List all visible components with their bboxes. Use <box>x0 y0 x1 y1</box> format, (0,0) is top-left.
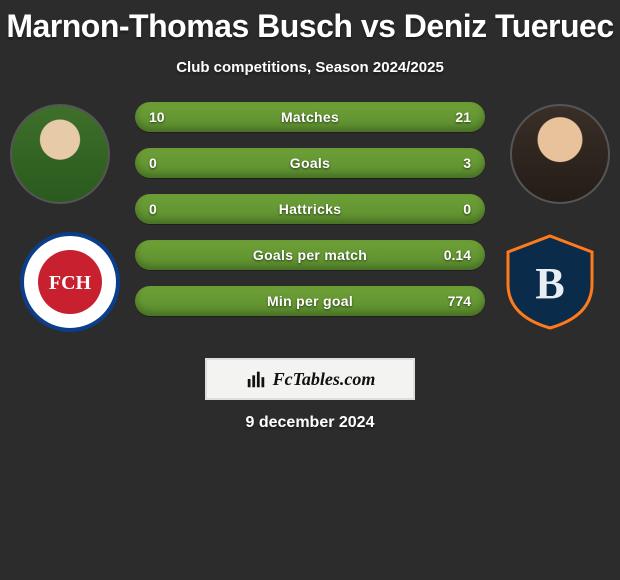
stat-rows: 10 Matches 21 0 Goals 3 0 Hattricks 0 Go… <box>135 102 485 332</box>
stat-label: Hattricks <box>279 201 342 217</box>
subtitle: Club competitions, Season 2024/2025 <box>0 59 620 76</box>
shield-icon: B <box>500 232 600 332</box>
brand-text: FcTables.com <box>273 369 376 389</box>
chart-icon <box>245 368 267 390</box>
shield-icon: FCH <box>20 232 120 332</box>
stat-left-value: 0 <box>149 201 157 217</box>
stat-row-min-per-goal: Min per goal 774 <box>135 286 485 316</box>
stat-row-goals-per-match: Goals per match 0.14 <box>135 240 485 270</box>
player-right-avatar <box>510 104 610 204</box>
brand-pill[interactable]: FcTables.com <box>205 358 415 400</box>
stat-right-value: 774 <box>448 293 471 309</box>
stats-area: FCH B 10 Matches 21 0 Goals 3 0 Hatt <box>0 104 620 344</box>
comparison-card: Marnon-Thomas Busch vs Deniz Tueruec Clu… <box>0 0 620 580</box>
stat-left-value: 0 <box>149 155 157 171</box>
stat-label: Goals <box>290 155 330 171</box>
svg-text:B: B <box>535 259 564 308</box>
club-badge-left: FCH <box>20 232 120 332</box>
player-left-avatar <box>10 104 110 204</box>
stat-row-matches: 10 Matches 21 <box>135 102 485 132</box>
stat-label: Goals per match <box>253 247 367 263</box>
brand-label: FcTables.com <box>273 369 376 390</box>
club-badge-right: B <box>500 232 600 332</box>
stat-row-goals: 0 Goals 3 <box>135 148 485 178</box>
date-label: 9 december 2024 <box>0 414 620 432</box>
stat-row-hattricks: 0 Hattricks 0 <box>135 194 485 224</box>
stat-right-value: 0 <box>463 201 471 217</box>
stat-left-value: 10 <box>149 109 165 125</box>
stat-right-value: 0.14 <box>444 247 471 263</box>
svg-text:FCH: FCH <box>49 272 92 294</box>
stat-right-value: 21 <box>455 109 471 125</box>
page-title: Marnon-Thomas Busch vs Deniz Tueruec <box>0 0 620 45</box>
stat-label: Matches <box>281 109 339 125</box>
stat-right-value: 3 <box>463 155 471 171</box>
stat-label: Min per goal <box>267 293 353 309</box>
